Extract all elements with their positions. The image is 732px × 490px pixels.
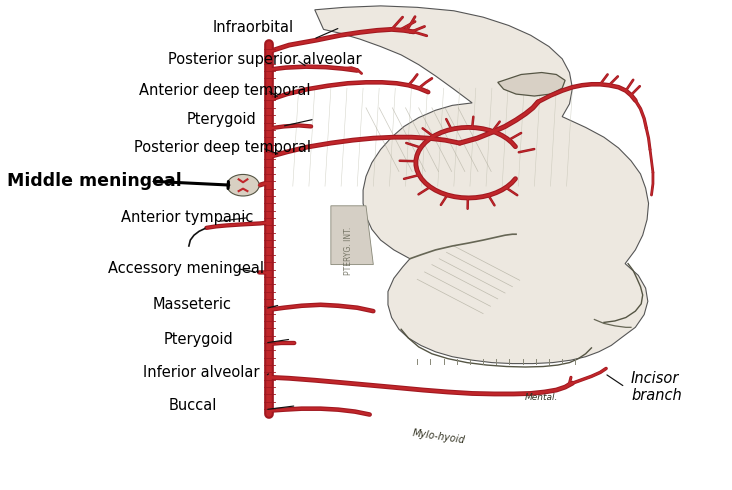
Circle shape [227, 174, 259, 196]
Polygon shape [331, 206, 373, 265]
Text: Buccal: Buccal [168, 398, 217, 413]
Text: Incisor
branch: Incisor branch [631, 371, 681, 403]
Text: Posterior superior alveolar: Posterior superior alveolar [168, 52, 362, 67]
Text: Accessory meningeal: Accessory meningeal [108, 261, 264, 276]
Text: Posterior deep temporal: Posterior deep temporal [134, 141, 311, 155]
Polygon shape [498, 73, 565, 96]
Text: Pterygoid: Pterygoid [163, 332, 233, 346]
Text: Mental.: Mental. [525, 393, 559, 402]
Text: PTERYG. INT.: PTERYG. INT. [344, 227, 353, 275]
Text: Masseteric: Masseteric [152, 297, 231, 312]
Text: Inferior alveolar: Inferior alveolar [143, 365, 259, 380]
Text: Pterygoid: Pterygoid [187, 112, 256, 126]
Text: Anterior tympanic: Anterior tympanic [121, 210, 253, 225]
Text: Middle meningeal: Middle meningeal [7, 172, 182, 190]
Polygon shape [315, 6, 649, 364]
Text: Infraorbital: Infraorbital [212, 20, 294, 35]
Text: Anterior deep temporal: Anterior deep temporal [139, 83, 310, 98]
Text: Mylo-hyoid: Mylo-hyoid [412, 428, 466, 446]
